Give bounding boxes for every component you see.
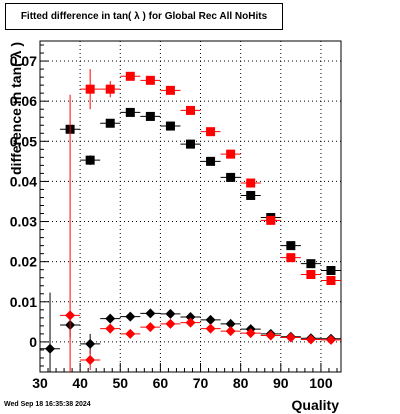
data-point (145, 75, 155, 85)
plot-frame (39, 40, 342, 373)
data-point (306, 270, 316, 280)
y-tick-label: 0 (29, 334, 37, 350)
data-point (145, 322, 156, 333)
data-point (85, 338, 96, 349)
data-point (245, 328, 256, 339)
data-point (165, 121, 175, 131)
x-tick-label: 40 (72, 375, 88, 391)
y-tick-label: 0.06 (10, 93, 37, 109)
data-point (125, 328, 136, 339)
data-point (85, 354, 96, 365)
y-tick-label: 0.07 (10, 53, 37, 69)
timestamp: Wed Sep 18 16:35:38 2024 (4, 401, 91, 408)
data-point (305, 334, 316, 345)
y-tick-label: 0.03 (10, 214, 37, 230)
data-point (185, 317, 196, 328)
data-point (246, 190, 256, 200)
data-point (265, 330, 276, 341)
y-tick-label: 0.01 (10, 294, 37, 310)
x-tick-label: 70 (193, 375, 209, 391)
x-tick-label: 100 (309, 375, 333, 391)
data-point (125, 311, 136, 322)
y-tick-label: 0.05 (10, 133, 37, 149)
data-point (105, 323, 116, 334)
data-point (145, 111, 155, 121)
x-tick-label: 60 (153, 375, 169, 391)
data-point (85, 84, 95, 94)
chart-title: Fitted difference in tan( λ ) for Global… (20, 11, 268, 22)
data-point (105, 118, 115, 128)
data-point (206, 127, 216, 137)
data-point (45, 343, 56, 354)
data-point (105, 84, 115, 94)
y-tick-label: 0.02 (10, 254, 37, 270)
data-point (125, 107, 135, 117)
data-point (226, 172, 236, 182)
data-point (205, 323, 216, 334)
data-point (225, 318, 236, 329)
data-point (206, 156, 216, 166)
data-point (246, 178, 256, 188)
data-point (186, 139, 195, 149)
x-tick-label: 50 (112, 375, 128, 391)
data-point (186, 105, 195, 115)
title-box: Fitted difference in tan( λ ) for Global… (5, 3, 283, 30)
data-point (85, 155, 95, 165)
data-point (145, 308, 156, 319)
data-point (185, 312, 196, 323)
data-point (165, 308, 176, 319)
y-axis-label: difference in tan( λ ) (8, 41, 24, 175)
data-point (326, 265, 336, 275)
data-point (105, 313, 116, 324)
data-point (125, 71, 135, 81)
data-point (286, 253, 296, 263)
data-point (65, 310, 76, 321)
data-point (165, 85, 175, 95)
data-point (285, 332, 296, 343)
data-point (325, 334, 336, 345)
data-point (225, 326, 236, 337)
data-point (165, 318, 176, 329)
y-tick-label: 0.04 (10, 173, 37, 189)
data-point (306, 259, 316, 269)
data-point (226, 149, 236, 159)
data-point (205, 314, 216, 325)
data-point (326, 276, 336, 286)
data-point (266, 215, 276, 225)
x-axis-label: Quality (291, 397, 339, 413)
x-tick-label: 80 (233, 375, 249, 391)
x-tick-label: 90 (273, 375, 289, 391)
x-tick-label: 30 (32, 375, 48, 391)
data-point (286, 241, 296, 251)
